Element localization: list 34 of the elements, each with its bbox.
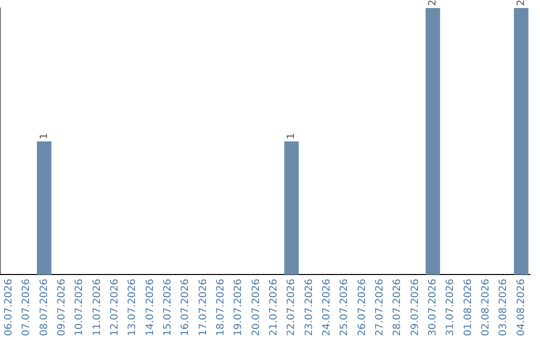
- x-tick-label: 12.07.2026: [109, 278, 120, 336]
- x-tick-label: 11.07.2026: [92, 278, 103, 336]
- x-tick-label: 10.07.2026: [74, 278, 86, 336]
- x-tick-label: 14.07.2026: [144, 278, 156, 336]
- x-tick-label: 20.07.2026: [250, 278, 262, 336]
- x-tick-label: 16.07.2026: [180, 278, 192, 336]
- x-tick-label: 30.07.2026: [427, 278, 438, 336]
- x-tick-label: 23.07.2026: [304, 278, 315, 336]
- x-tick-label: 04.08.2026: [516, 278, 527, 336]
- x-tick-label: 28.07.2026: [392, 278, 404, 336]
- x-tick-label: 25.07.2026: [339, 278, 350, 336]
- x-tick-label: 19.07.2026: [233, 278, 244, 336]
- x-tick-label: 17.07.2026: [198, 278, 209, 336]
- x-tick-label: 29.07.2026: [410, 278, 421, 336]
- x-tick-label: 06.07.2026: [3, 278, 14, 336]
- data-label: 1: [286, 132, 298, 140]
- data-label: 1: [38, 132, 50, 140]
- x-tick-label: 24.07.2026: [321, 278, 332, 336]
- x-tick-label: 31.07.2026: [445, 278, 456, 336]
- x-tick-label: 21.07.2026: [268, 278, 280, 336]
- x-tick-label: 01.08.2026: [462, 278, 474, 336]
- x-tick-label: 18.07.2026: [215, 278, 226, 336]
- x-tick-label: 26.07.2026: [356, 278, 368, 336]
- data-label: 2: [427, 0, 438, 6]
- x-tick-label: 07.07.2026: [21, 278, 32, 336]
- x-tick-label: 09.07.2026: [56, 278, 68, 336]
- x-tick-label: 02.08.2026: [480, 278, 492, 336]
- x-tick-label: 22.07.2026: [286, 278, 298, 336]
- x-tick-label: 13.07.2026: [127, 278, 138, 336]
- x-tick-label: 27.07.2026: [374, 278, 386, 336]
- x-tick-label: 03.08.2026: [498, 278, 510, 336]
- data-label: 2: [516, 0, 527, 6]
- x-tick-label: 15.07.2026: [162, 278, 174, 336]
- x-tick-label: 08.07.2026: [38, 278, 50, 336]
